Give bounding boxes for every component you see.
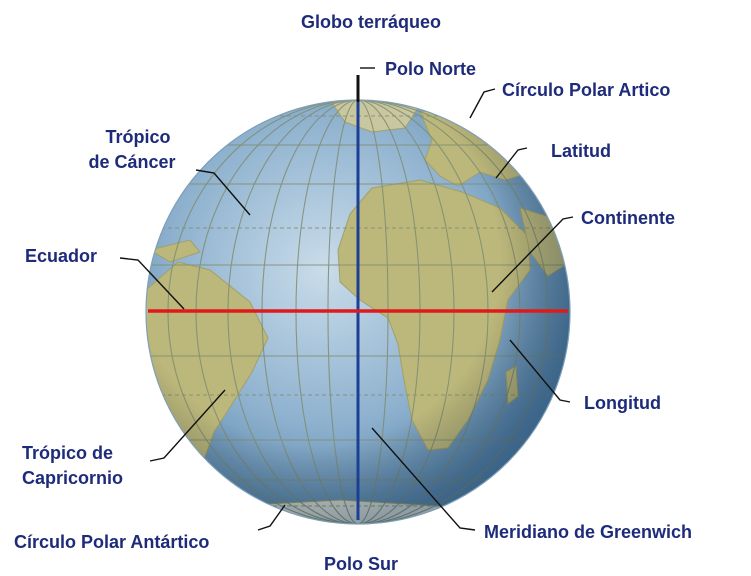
leader-tropico-capricornio — [149, 389, 226, 462]
label-ecuador: Ecuador — [25, 246, 97, 266]
label-tropico-capricornio-2: Capricornio — [22, 468, 123, 488]
leader-ecuador — [119, 257, 185, 310]
label-tropico-capricornio-1: Trópico de — [22, 443, 113, 463]
leader-tropico-cancer — [195, 169, 251, 216]
leader-longitud — [509, 339, 571, 403]
leader-latitud — [495, 147, 528, 179]
label-tropico-cancer-2: de Cáncer — [88, 152, 175, 172]
leader-circulo-polar-artico — [469, 88, 496, 119]
label-circulo-polar-artico: Círculo Polar Artico — [502, 80, 670, 100]
leader-lines — [119, 67, 574, 531]
diagram-title: Globo terráqueo — [301, 12, 441, 32]
leader-continente — [491, 216, 574, 293]
label-circulo-polar-antartico: Círculo Polar Antártico — [14, 532, 209, 552]
label-continente: Continente — [581, 208, 675, 228]
label-tropico-cancer-1: Trópico — [105, 127, 170, 147]
leader-meridiano-greenwich — [371, 427, 476, 531]
label-latitud: Latitud — [551, 141, 611, 161]
leader-circulo-polar-antartico — [257, 504, 286, 531]
label-meridiano-greenwich: Meridiano de Greenwich — [484, 522, 692, 542]
label-polo-sur: Polo Sur — [324, 554, 398, 574]
label-polo-norte: Polo Norte — [385, 59, 476, 79]
label-longitud: Longitud — [584, 393, 661, 413]
